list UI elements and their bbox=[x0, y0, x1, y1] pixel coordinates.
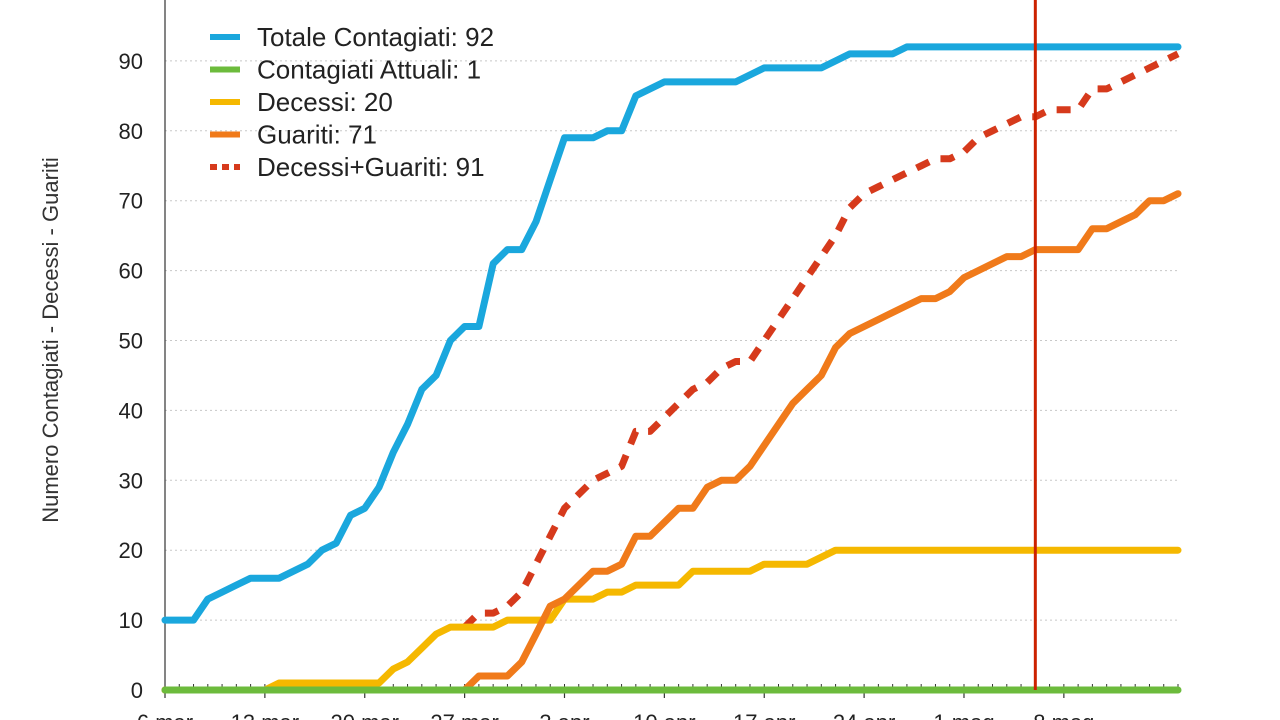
y-tick-label: 30 bbox=[119, 468, 143, 493]
x-tick-label: 8 mag bbox=[1033, 710, 1094, 720]
y-tick-label: 100 bbox=[106, 0, 143, 4]
series-line-4 bbox=[462, 50, 1180, 630]
series-lines bbox=[161, 43, 1182, 694]
y-tick-label: 20 bbox=[119, 538, 143, 563]
series-line-2 bbox=[161, 546, 1182, 694]
y-axis-label: Numero Contagiati - Decessi - Guariti bbox=[38, 157, 63, 523]
series-line-3 bbox=[161, 190, 1182, 694]
x-tick-label: 24 apr bbox=[833, 710, 895, 720]
x-tick-label: 17 apr bbox=[733, 710, 795, 720]
x-tick-label: 3 apr bbox=[539, 710, 589, 720]
y-tick-labels: 0 10 20 30 40 50 60 70 80 90 100 bbox=[106, 0, 143, 703]
legend-label: Decessi: 20 bbox=[257, 87, 393, 117]
x-tick-label: 13 mar bbox=[231, 710, 299, 720]
y-tick-label: 60 bbox=[119, 259, 143, 284]
legend-label: Totale Contagiati: 92 bbox=[257, 22, 494, 52]
x-tick-label: 20 mar bbox=[331, 710, 399, 720]
x-tick-label: 6 mar bbox=[137, 710, 193, 720]
x-tick-labels: 6 mar 13 mar 20 mar 27 mar 3 apr 10 apr 17 apr… bbox=[137, 710, 1095, 720]
y-tick-label: 10 bbox=[119, 608, 143, 633]
legend-label: Guariti: 71 bbox=[257, 120, 377, 150]
y-tick-label: 90 bbox=[119, 49, 143, 74]
y-tick-label: 70 bbox=[119, 189, 143, 214]
y-tick-label: 50 bbox=[119, 329, 143, 354]
x-tick-label: 1 mag bbox=[933, 710, 994, 720]
legend-label: Contagiati Attuali: 1 bbox=[257, 55, 481, 85]
legend-label: Decessi+Guariti: 91 bbox=[257, 152, 485, 182]
y-tick-label: 0 bbox=[131, 678, 143, 703]
series-line-0 bbox=[161, 43, 1182, 624]
y-tick-label: 80 bbox=[119, 119, 143, 144]
y-tick-label: 40 bbox=[119, 398, 143, 423]
x-tick-label: 27 mar bbox=[430, 710, 498, 720]
x-tick-label: 10 apr bbox=[633, 710, 695, 720]
